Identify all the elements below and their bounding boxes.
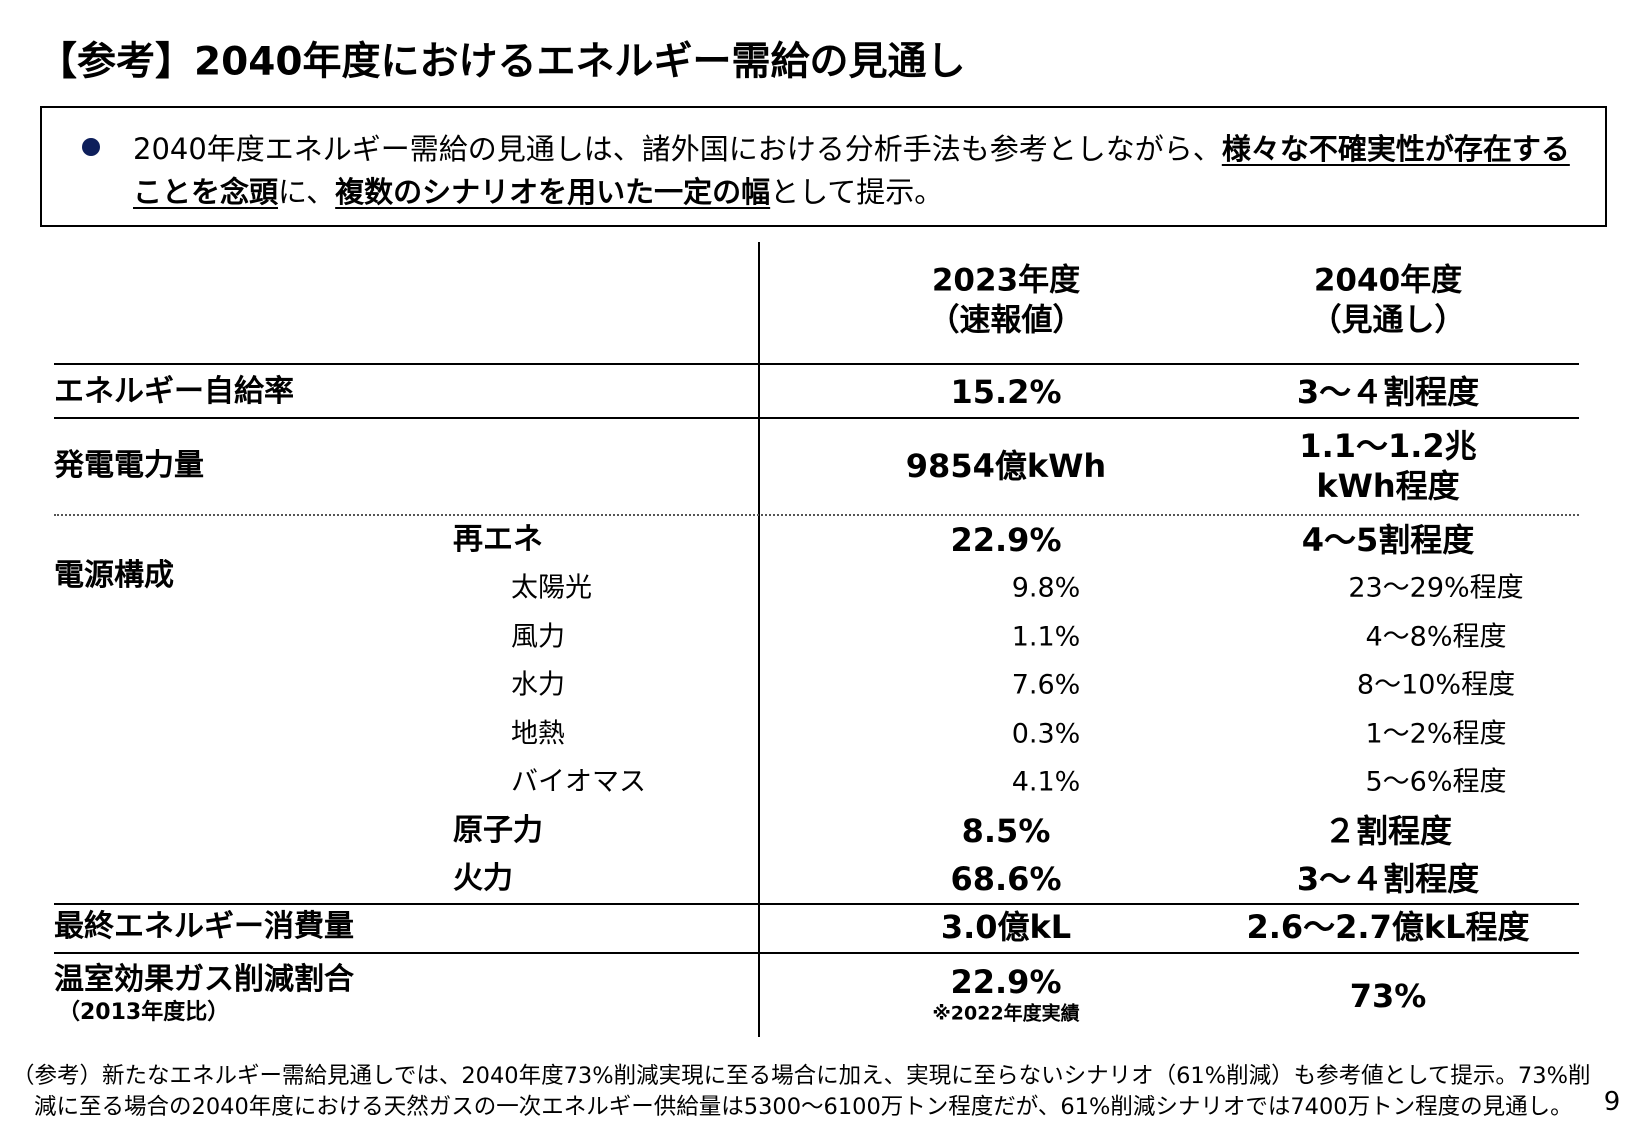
cell-value: 3～４割程度 — [1296, 373, 1480, 411]
summary-box: 2040年度エネルギー需給の見通しは、諸外国における分析手法も参考としながら、様… — [40, 106, 1607, 227]
cell-value: 22.9% — [950, 963, 1062, 1001]
cell-value: 1.1% — [1011, 621, 1081, 653]
cell-value: 9.8% — [1011, 572, 1081, 604]
cell-value: 2.6～2.7億kL程度 — [1246, 908, 1530, 946]
cell-value: 5～6%程度 — [1365, 766, 1507, 798]
row-label: 温室効果ガス削減割合 — [54, 962, 354, 997]
row-rule — [54, 417, 1579, 419]
cell-value: 8～10%程度 — [1356, 669, 1516, 701]
cell-value: 73% — [1349, 977, 1427, 1015]
cell-value: 9854億kWh — [905, 447, 1107, 485]
row-rule — [54, 363, 1579, 365]
cell-value: 23～29%程度 — [1348, 572, 1524, 604]
summary-segment: に、 — [278, 175, 336, 209]
footnote: （参考）新たなエネルギー需給見通しでは、2040年度73%削減実現に至る場合に加… — [12, 1062, 1591, 1089]
row-sublabel: （2013年度比） — [58, 1000, 230, 1025]
row-rule — [54, 903, 1579, 905]
cell-value: 1～2%程度 — [1365, 718, 1507, 750]
cell-value: 7.6% — [1011, 669, 1081, 701]
cell-value: 4～5割程度 — [1301, 521, 1475, 559]
item-label: 原子力 — [453, 813, 543, 848]
item-label: 水力 — [511, 669, 565, 701]
summary-segment: として提示。 — [770, 175, 944, 209]
item-label: バイオマス — [511, 766, 646, 798]
item-label: 太陽光 — [511, 572, 592, 604]
row-label: エネルギー自給率 — [54, 374, 294, 409]
cell-value: 1.1～1.2兆 — [1299, 427, 1477, 465]
row-rule — [54, 952, 1579, 954]
cell-value: 3.0億kL — [940, 908, 1072, 946]
cell-value: ２割程度 — [1323, 812, 1453, 850]
row-label: 発電電力量 — [54, 448, 204, 483]
row-label: 最終エネルギー消費量 — [54, 909, 354, 944]
cell-value: kWh程度 — [1316, 467, 1460, 505]
cell-value: 4～8%程度 — [1365, 621, 1507, 653]
cell-note: ※2022年度実績 — [932, 1002, 1080, 1025]
summary-text: 2040年度エネルギー需給の見通しは、諸外国における分析手法も参考としながら、様… — [133, 128, 1583, 214]
page-number: 9 — [1603, 1087, 1621, 1117]
column-header: 2040年度 — [1313, 262, 1463, 299]
cell-value: 68.6% — [950, 860, 1062, 898]
group-label: 電源構成 — [54, 558, 174, 593]
item-label: 火力 — [453, 861, 513, 896]
cell-value: 22.9% — [950, 521, 1062, 559]
column-header: 2023年度 — [931, 262, 1081, 299]
column-header: （速報値） — [928, 302, 1084, 339]
bullet — [82, 138, 100, 156]
summary-segment: 様々な不確実性が存在することを念頭 — [133, 132, 1570, 209]
summary-segment: 複数のシナリオを用いた一定の幅 — [335, 175, 771, 209]
item-label: 地熱 — [511, 718, 565, 750]
cell-value: 8.5% — [961, 812, 1051, 850]
cell-value: 15.2% — [950, 373, 1062, 411]
cell-value: 0.3% — [1011, 718, 1081, 750]
cell-value: 3～４割程度 — [1296, 860, 1480, 898]
item-label: 再エネ — [453, 522, 543, 557]
cell-value: 4.1% — [1011, 766, 1081, 798]
column-divider — [758, 242, 760, 1037]
dotted-rule — [54, 514, 1579, 516]
column-header: （見通し） — [1310, 302, 1466, 339]
summary-segment: 2040年度エネルギー需給の見通しは、諸外国における分析手法も参考としながら、 — [133, 132, 1222, 166]
item-label: 風力 — [511, 621, 565, 653]
footnote: 減に至る場合の2040年度における天然ガスの一次エネルギー供給量は5300～61… — [34, 1093, 1573, 1120]
title: 【参考】2040年度におけるエネルギー需給の見通し — [38, 39, 966, 85]
